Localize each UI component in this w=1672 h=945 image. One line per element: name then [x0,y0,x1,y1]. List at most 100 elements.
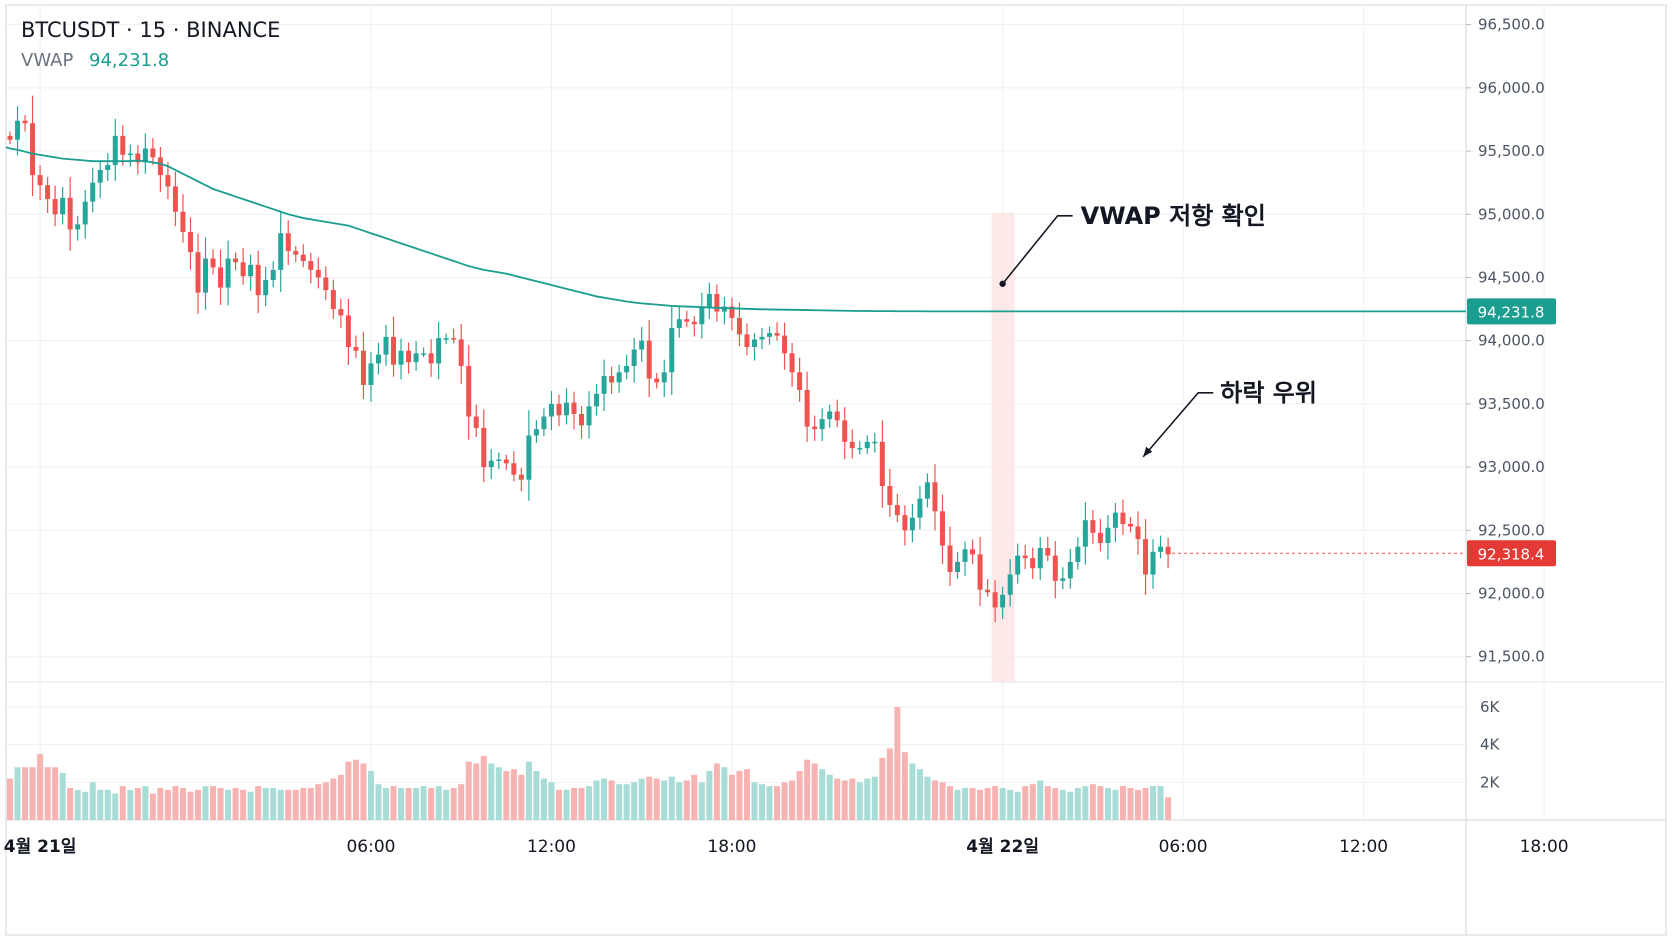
volume-bar[interactable] [383,787,389,820]
volume-bar[interactable] [856,782,863,820]
volume-bar[interactable] [871,776,878,820]
candle-body[interactable] [263,280,269,296]
candle-body[interactable] [270,269,276,280]
candle-body[interactable] [842,420,848,442]
candlestick-series[interactable] [7,95,1171,623]
volume-bar[interactable] [939,782,946,820]
candle-body[interactable] [15,120,21,140]
candle-body[interactable] [345,315,351,347]
volume-bar[interactable] [300,787,307,820]
candle-body[interactable] [60,197,66,215]
volume-bar[interactable] [924,776,931,820]
candle-body[interactable] [1105,527,1111,543]
candle-body[interactable] [180,211,186,232]
volume-bar[interactable] [330,778,337,820]
volume-bar[interactable] [916,769,923,820]
volume-bar[interactable] [315,784,322,820]
volume-bar[interactable] [743,769,750,820]
volume-bar[interactable] [322,782,329,820]
candle-body[interactable] [248,264,254,277]
volume-bar[interactable] [894,706,901,820]
candle-body[interactable] [195,252,201,293]
candle-body[interactable] [338,309,344,316]
candle-body[interactable] [774,333,780,336]
volume-bar[interactable] [1165,797,1172,820]
candle-body[interactable] [466,365,472,417]
vwap-polyline[interactable] [5,146,1466,313]
volume-bar[interactable] [1044,786,1051,820]
volume-bar[interactable] [631,782,638,820]
candle-body[interactable] [669,328,675,373]
volume-bar[interactable] [495,767,502,820]
candle-body[interactable] [285,233,291,251]
volume-bar[interactable] [52,767,59,820]
candle-body[interactable] [691,321,697,325]
volume-bar[interactable] [525,761,532,820]
candle-body[interactable] [1007,574,1013,595]
candle-body[interactable] [782,335,788,354]
candle-body[interactable] [827,411,833,420]
candle-body[interactable] [353,347,359,351]
volume-bar[interactable] [796,771,803,820]
volume-bar[interactable] [405,787,412,820]
candle-body[interactable] [210,258,216,268]
volume-bar[interactable] [352,759,359,820]
candle-body[interactable] [947,545,953,573]
volume-bar[interactable] [97,789,104,820]
volume-bar[interactable] [435,786,442,820]
volume-bar[interactable] [337,774,344,820]
volume-bar[interactable] [157,787,164,820]
candle-body[interactable] [225,258,231,288]
volume-bar[interactable] [465,761,472,820]
volume-bar[interactable] [413,787,420,820]
volume-bar[interactable] [59,772,66,820]
volume-bar[interactable] [728,774,735,820]
candle-body[interactable] [616,372,622,383]
volume-bar[interactable] [450,787,457,820]
candle-body[interactable] [834,411,840,421]
volume-bar[interactable] [89,782,96,820]
candle-body[interactable] [924,482,930,499]
candle-body[interactable] [112,135,118,165]
candle-body[interactable] [90,182,96,202]
volume-bar[interactable] [285,789,292,820]
candle-body[interactable] [142,148,148,163]
volume-bar[interactable] [240,789,247,820]
candle-body[interactable] [421,353,427,355]
candle-body[interactable] [985,589,991,593]
candle-body[interactable] [909,517,915,531]
candle-body[interactable] [1045,548,1051,556]
candle-body[interactable] [503,459,509,464]
volume-bar[interactable] [1059,789,1066,820]
candle-body[interactable] [744,334,750,347]
volume-bar[interactable] [488,763,495,820]
volume-bar[interactable] [962,787,969,820]
candle-body[interactable] [797,372,803,390]
volume-bar[interactable] [1052,787,1059,820]
candle-body[interactable] [240,262,246,277]
volume-bar[interactable] [977,789,984,820]
candle-body[interactable] [67,197,73,230]
volume-bar[interactable] [480,755,487,820]
candle-body[interactable] [1067,561,1073,579]
volume-bar[interactable] [164,789,171,820]
volume-bar[interactable] [195,789,201,820]
candle-body[interactable] [917,498,923,518]
volume-bar[interactable] [713,763,720,820]
volume-bar[interactable] [984,787,991,820]
volume-bar[interactable] [1150,786,1157,820]
candle-body[interactable] [330,290,336,310]
candle-body[interactable] [157,157,163,176]
volume-bar[interactable] [232,787,239,820]
candle-body[interactable] [932,482,938,512]
candle-body[interactable] [451,338,457,340]
volume-bar[interactable] [706,771,713,820]
volume-bar[interactable] [1089,784,1096,820]
volume-bars[interactable] [7,706,1172,820]
candle-body[interactable] [962,549,968,562]
volume-bar[interactable] [1119,786,1126,820]
volume-bar[interactable] [586,786,593,820]
candle-body[interactable] [1120,512,1126,524]
candle-body[interactable] [1060,578,1066,581]
candle-body[interactable] [1143,539,1149,575]
